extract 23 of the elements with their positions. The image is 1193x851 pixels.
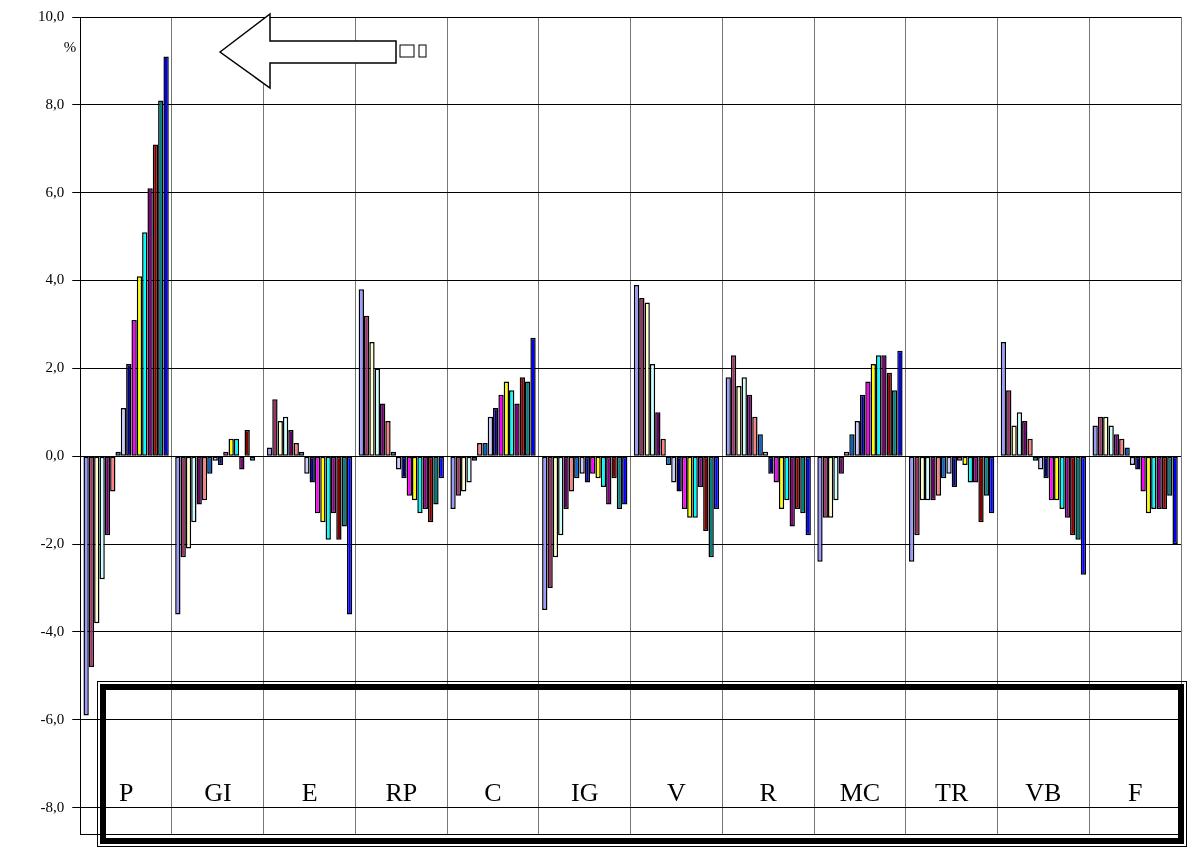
x-tick-label: IG <box>571 778 599 808</box>
y-axis-title: % <box>63 39 77 56</box>
x-tick-label: F <box>1127 778 1143 808</box>
x-tick-label: MC <box>839 778 881 808</box>
x-tick-label: C <box>484 778 502 808</box>
x-tick-label: E <box>301 778 318 808</box>
y-tick-label: -8,0 <box>40 798 65 815</box>
x-tick-label: VB <box>1025 778 1062 808</box>
x-tick-label: RP <box>385 778 418 808</box>
x-tick-label: R <box>759 778 778 808</box>
y-tick-label: 6,0 <box>45 183 65 200</box>
x-tick-label: V <box>667 778 687 808</box>
y-tick-label: -2,0 <box>40 535 65 552</box>
y-tick-label: 8,0 <box>45 95 65 112</box>
y-tick-label: 2,0 <box>45 359 65 376</box>
x-tick-label: TR <box>935 778 969 808</box>
y-tick-label: 0,0 <box>45 447 65 464</box>
y-tick-label: 10,0 <box>38 7 65 24</box>
y-tick-label: -6,0 <box>40 710 65 727</box>
x-tick-label: GI <box>204 778 232 808</box>
y-tick-label: -4,0 <box>40 622 65 639</box>
y-tick-label: 4,0 <box>45 271 65 288</box>
x-tick-label: P <box>118 778 134 808</box>
